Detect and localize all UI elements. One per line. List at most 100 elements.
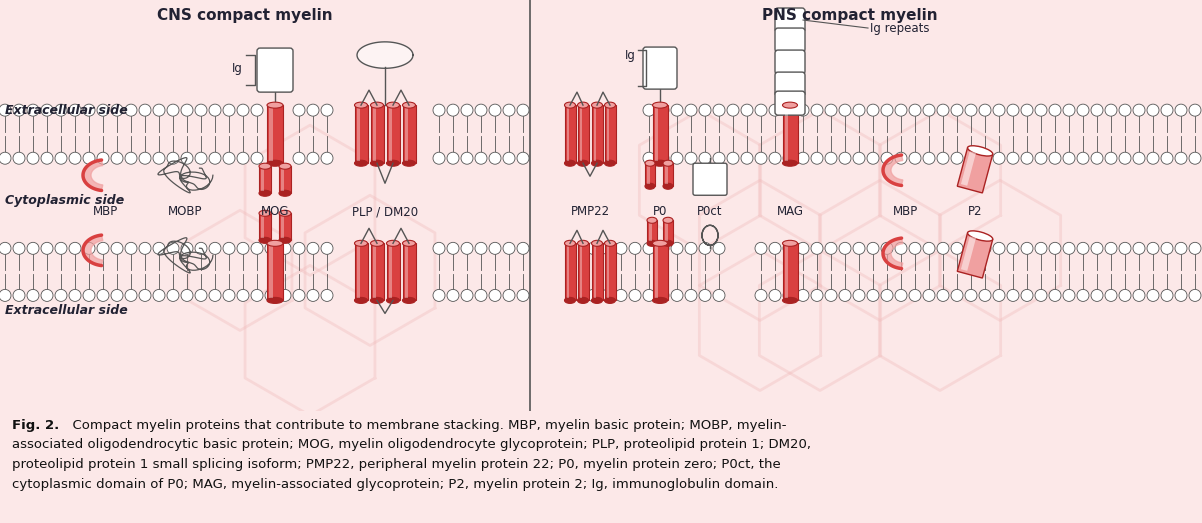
Bar: [566, 245, 570, 299]
Bar: [258, 213, 270, 241]
Circle shape: [700, 242, 712, 254]
Circle shape: [209, 152, 221, 164]
Circle shape: [475, 242, 487, 254]
Circle shape: [321, 242, 333, 254]
Circle shape: [615, 242, 627, 254]
Circle shape: [83, 289, 95, 301]
Circle shape: [1189, 104, 1201, 116]
Text: MAG: MAG: [776, 206, 803, 218]
Circle shape: [643, 152, 655, 164]
Circle shape: [727, 152, 739, 164]
Circle shape: [839, 104, 851, 116]
Ellipse shape: [783, 298, 797, 303]
Circle shape: [153, 152, 165, 164]
Circle shape: [264, 242, 276, 254]
Bar: [355, 243, 368, 300]
Circle shape: [251, 104, 263, 116]
FancyBboxPatch shape: [775, 91, 805, 115]
Polygon shape: [357, 42, 413, 69]
Text: PNS compact myelin: PNS compact myelin: [762, 8, 938, 23]
Circle shape: [433, 152, 445, 164]
Bar: [355, 105, 368, 163]
Circle shape: [867, 152, 879, 164]
Circle shape: [965, 152, 977, 164]
Ellipse shape: [403, 102, 416, 108]
Ellipse shape: [653, 298, 667, 303]
Bar: [960, 151, 976, 186]
Circle shape: [224, 289, 236, 301]
Circle shape: [825, 242, 837, 254]
Circle shape: [1161, 104, 1173, 116]
Circle shape: [867, 242, 879, 254]
Circle shape: [853, 289, 865, 301]
Circle shape: [895, 152, 908, 164]
Circle shape: [1035, 242, 1047, 254]
Circle shape: [783, 289, 795, 301]
Bar: [785, 107, 789, 161]
Circle shape: [909, 242, 921, 254]
Bar: [258, 166, 270, 194]
Text: P0ct: P0ct: [697, 206, 722, 218]
Circle shape: [224, 152, 236, 164]
Circle shape: [825, 152, 837, 164]
Circle shape: [881, 104, 893, 116]
Circle shape: [839, 289, 851, 301]
Circle shape: [237, 104, 249, 116]
Circle shape: [909, 104, 921, 116]
Ellipse shape: [565, 160, 576, 166]
Circle shape: [293, 152, 305, 164]
Circle shape: [0, 289, 11, 301]
Circle shape: [713, 152, 725, 164]
Circle shape: [727, 104, 739, 116]
Circle shape: [462, 152, 474, 164]
Circle shape: [69, 242, 81, 254]
Circle shape: [1007, 152, 1019, 164]
Circle shape: [502, 104, 514, 116]
Text: Ig: Ig: [232, 62, 243, 75]
Circle shape: [321, 289, 333, 301]
Circle shape: [13, 152, 25, 164]
Bar: [566, 107, 570, 161]
Circle shape: [671, 152, 683, 164]
Ellipse shape: [370, 160, 383, 166]
Circle shape: [224, 104, 236, 116]
Circle shape: [475, 104, 487, 116]
Circle shape: [1035, 104, 1047, 116]
Ellipse shape: [783, 102, 797, 108]
Ellipse shape: [605, 298, 615, 303]
Circle shape: [755, 104, 767, 116]
Bar: [357, 107, 359, 161]
Circle shape: [685, 289, 697, 301]
Circle shape: [923, 242, 935, 254]
Ellipse shape: [267, 241, 282, 246]
Bar: [387, 243, 399, 300]
Circle shape: [1105, 152, 1117, 164]
Circle shape: [601, 242, 613, 254]
Ellipse shape: [653, 160, 667, 166]
Ellipse shape: [355, 160, 368, 166]
Bar: [960, 236, 976, 271]
Bar: [653, 243, 667, 300]
Circle shape: [783, 242, 795, 254]
Circle shape: [517, 289, 529, 301]
Ellipse shape: [565, 102, 576, 108]
Text: Cytoplasmic side: Cytoplasmic side: [5, 194, 124, 207]
Circle shape: [264, 289, 276, 301]
Bar: [373, 245, 376, 299]
Circle shape: [685, 104, 697, 116]
Circle shape: [182, 289, 194, 301]
Circle shape: [489, 242, 501, 254]
Circle shape: [1077, 152, 1089, 164]
Ellipse shape: [647, 217, 657, 223]
Circle shape: [895, 289, 908, 301]
Bar: [370, 243, 383, 300]
Circle shape: [1189, 242, 1201, 254]
Circle shape: [111, 152, 123, 164]
Text: CNS compact myelin: CNS compact myelin: [157, 8, 333, 23]
Circle shape: [1035, 152, 1047, 164]
Circle shape: [462, 289, 474, 301]
Circle shape: [1105, 242, 1117, 254]
Circle shape: [1049, 104, 1061, 116]
Circle shape: [182, 242, 194, 254]
Circle shape: [55, 152, 67, 164]
